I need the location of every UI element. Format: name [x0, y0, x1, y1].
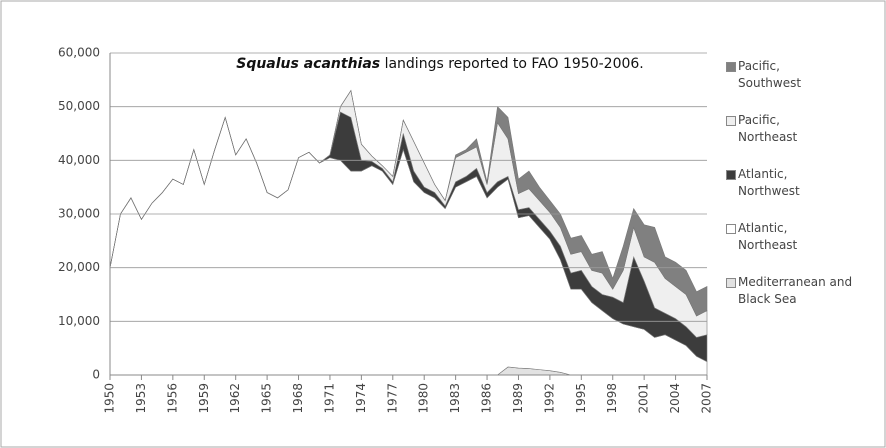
x-tick-label: 1974 [354, 383, 368, 414]
x-tick-label: 1995 [574, 383, 588, 414]
legend-label: Mediterranean and Black Sea [738, 275, 853, 306]
x-tick-label: 1962 [228, 383, 242, 414]
y-tick-label: 60,000 [58, 46, 100, 60]
x-tick-label: 2007 [700, 383, 714, 414]
x-tick-label: 1977 [385, 383, 399, 414]
y-tick-label: 50,000 [58, 99, 100, 113]
x-tick-label: 1965 [260, 383, 274, 414]
legend-swatch [726, 170, 736, 180]
area [109, 89, 708, 317]
legend-label: Pacific, Southwest [738, 59, 802, 90]
legend-swatch [726, 278, 736, 288]
y-tick-label: 20,000 [58, 260, 100, 274]
y-tick-label: 30,000 [58, 207, 100, 221]
legend-label: Pacific, Northeast [738, 113, 798, 144]
x-tick-label: 1992 [542, 383, 556, 414]
x-tick-label: 1953 [134, 383, 148, 414]
x-tick-label: 2001 [637, 383, 651, 414]
title-species: Squalus acanthias [236, 56, 380, 72]
x-tick-label: 1959 [197, 383, 211, 414]
legend-swatch [726, 116, 736, 126]
x-tick-label: 1998 [605, 383, 619, 414]
chart-title: Squalus acanthias landings reported to F… [236, 56, 644, 72]
legend-swatch [726, 224, 736, 234]
legend-swatch [726, 62, 736, 72]
x-tick-label: 1983 [448, 383, 462, 414]
x-tick-label: 2004 [668, 383, 682, 414]
x-tick-label: 1950 [103, 383, 117, 414]
x-tick-label: 1980 [417, 383, 431, 414]
title-rest: landings reported to FAO 1950-2006. [385, 56, 644, 72]
y-tick-label: 40,000 [58, 153, 100, 167]
legend-label: Atlantic, Northeast [738, 221, 798, 252]
x-tick-label: 1956 [165, 383, 179, 414]
x-tick-label: 1968 [291, 383, 305, 414]
y-tick-label: 10,000 [58, 314, 100, 328]
legend-label: Atlantic, Northwest [738, 167, 800, 198]
y-tick-label: 0 [92, 368, 100, 382]
x-tick-label: 1971 [322, 383, 336, 414]
x-tick-label: 1986 [480, 383, 494, 414]
x-tick-label: 1989 [511, 383, 525, 414]
